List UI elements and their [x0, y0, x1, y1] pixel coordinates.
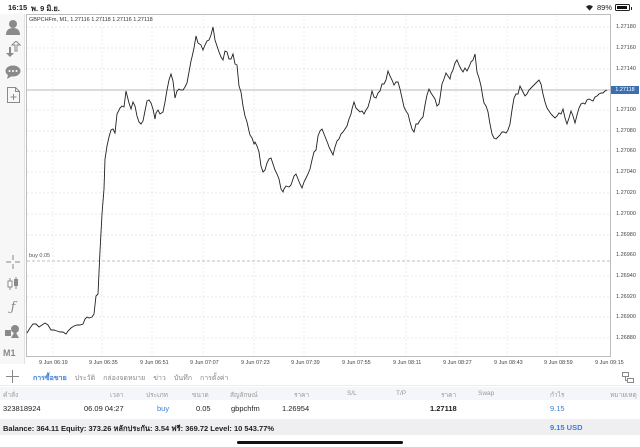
x-axis-label: 9 Jun 08:27 — [443, 360, 472, 366]
y-axis-label: 1.27000 — [616, 211, 636, 217]
y-axis-label: 1.27080 — [616, 128, 636, 134]
buy-line-label: buy 0.05 — [29, 253, 51, 259]
position-row[interactable]: 323818924 06.09 04:27 buy 0.05 gbpchfm 1… — [0, 401, 640, 419]
x-axis-label: 9 Jun 06:19 — [39, 360, 68, 366]
y-axis-label: 1.27100 — [616, 107, 636, 113]
timeframe-button[interactable]: M1 — [3, 348, 16, 358]
x-axis-label: 9 Jun 06:51 — [140, 360, 169, 366]
tab-news[interactable]: ข่าว — [153, 375, 166, 382]
status-time: 16:15 — [8, 3, 28, 12]
x-axis-label: 9 Jun 08:43 — [494, 360, 523, 366]
chat-icon[interactable] — [4, 63, 22, 81]
add-button[interactable] — [6, 370, 19, 386]
x-axis-label: 9 Jun 09:15 — [595, 360, 624, 366]
positions-table-header: คำสั่ง เวลา ประเภท ขนาด สัญลักษณ์ ราคา S… — [0, 387, 640, 400]
order-volume: 0.05 — [196, 404, 211, 413]
y-axis-label: 1.27040 — [616, 169, 636, 175]
indicators-icon[interactable]: ƒ — [10, 299, 16, 315]
y-axis-label: 1.26900 — [616, 314, 636, 320]
current-price-tag: 1.27118 — [611, 86, 639, 94]
objects-icon[interactable] — [4, 322, 22, 340]
tab-journal[interactable]: บันทึก — [173, 375, 192, 382]
chart-canvas[interactable] — [26, 14, 640, 369]
header-type: ประเภท — [146, 392, 168, 399]
header-current-price: ราคา — [441, 392, 457, 399]
tabs: การซื้อขาย ประวัติ กล่องจดหมาย ข่าว บันท… — [33, 373, 228, 384]
y-axis-label: 1.27180 — [616, 24, 636, 30]
plus-icon — [6, 370, 19, 383]
account-icon[interactable] — [4, 18, 22, 36]
layout-toggle-icon[interactable] — [622, 372, 634, 383]
status-indicators: 89% — [585, 3, 632, 12]
y-axis-label: 1.26960 — [616, 252, 636, 258]
header-swap: Swap — [478, 390, 495, 397]
x-axis-label: 9 Jun 07:23 — [241, 360, 270, 366]
header-symbol: สัญลักษณ์ — [230, 392, 258, 399]
left-toolbar: ƒ M1 — [0, 14, 25, 364]
tab-settings[interactable]: การตั้งค่า — [199, 375, 229, 382]
x-axis-label: 9 Jun 08:11 — [393, 360, 422, 366]
account-summary: Balance: 364.11 Equity: 373.26 หลักประกั… — [0, 419, 640, 435]
terminal-tab-bar: การซื้อขาย ประวัติ กล่องจดหมาย ข่าว บันท… — [0, 369, 640, 386]
header-comment: หมายเหตุ — [610, 392, 637, 399]
tab-mailbox[interactable]: กล่องจดหมาย — [103, 375, 146, 382]
trade-arrows-icon[interactable] — [4, 40, 22, 58]
wifi-icon — [585, 5, 593, 11]
y-axis-label: 1.27140 — [616, 66, 636, 72]
header-profit: กำไร — [550, 392, 565, 399]
header-volume: ขนาด — [192, 392, 209, 399]
x-axis-label: 9 Jun 06:35 — [89, 360, 118, 366]
y-axis-label: 1.26940 — [616, 273, 636, 279]
total-profit: 9.15 USD — [550, 423, 583, 432]
header-sl: S/L — [347, 390, 357, 397]
home-indicator[interactable] — [237, 441, 403, 444]
candlestick-icon[interactable] — [4, 275, 22, 293]
account-summary-text: Balance: 364.11 Equity: 373.26 หลักประกั… — [3, 424, 275, 433]
price-chart[interactable]: GBPCHFm, M1, 1.27116 1.27118 1.27116 1.2… — [26, 14, 640, 369]
x-axis-label: 9 Jun 08:59 — [544, 360, 573, 366]
y-axis-label: 1.27060 — [616, 148, 636, 154]
y-axis-label: 1.27020 — [616, 190, 636, 196]
battery-percent: 89% — [596, 3, 612, 12]
battery-icon — [615, 4, 632, 11]
y-axis-label: 1.26920 — [616, 294, 636, 300]
status-date: พ. 9 มิ.ย. — [31, 4, 60, 13]
header-tp: T/P — [396, 390, 407, 397]
new-document-icon[interactable] — [4, 86, 22, 104]
order-type: buy — [157, 404, 170, 413]
y-axis-label: 1.26880 — [616, 335, 636, 341]
header-order: คำสั่ง — [3, 392, 19, 399]
order-symbol: gbpchfm — [231, 404, 260, 413]
header-time: เวลา — [110, 392, 124, 399]
order-current-price: 1.27118 — [430, 404, 457, 413]
y-axis-label: 1.27160 — [616, 45, 636, 51]
order-profit: 9.15 — [550, 404, 565, 413]
chart-title: GBPCHFm, M1, 1.27116 1.27118 1.27116 1.2… — [29, 17, 153, 23]
tab-history[interactable]: ประวัติ — [74, 375, 96, 382]
status-bar: 16:15 พ. 9 มิ.ย. 89% — [0, 0, 640, 14]
tab-trade[interactable]: การซื้อขาย — [33, 375, 67, 382]
x-axis-label: 9 Jun 07:39 — [291, 360, 320, 366]
order-time: 06.09 04:27 — [84, 404, 124, 413]
header-price: ราคา — [294, 392, 310, 399]
order-id: 323818924 — [3, 404, 41, 413]
x-axis-label: 9 Jun 07:07 — [190, 360, 219, 366]
y-axis-label: 1.26980 — [616, 232, 636, 238]
x-axis-label: 9 Jun 07:55 — [342, 360, 371, 366]
crosshair-icon[interactable] — [4, 253, 22, 271]
order-open-price: 1.26954 — [282, 404, 310, 413]
